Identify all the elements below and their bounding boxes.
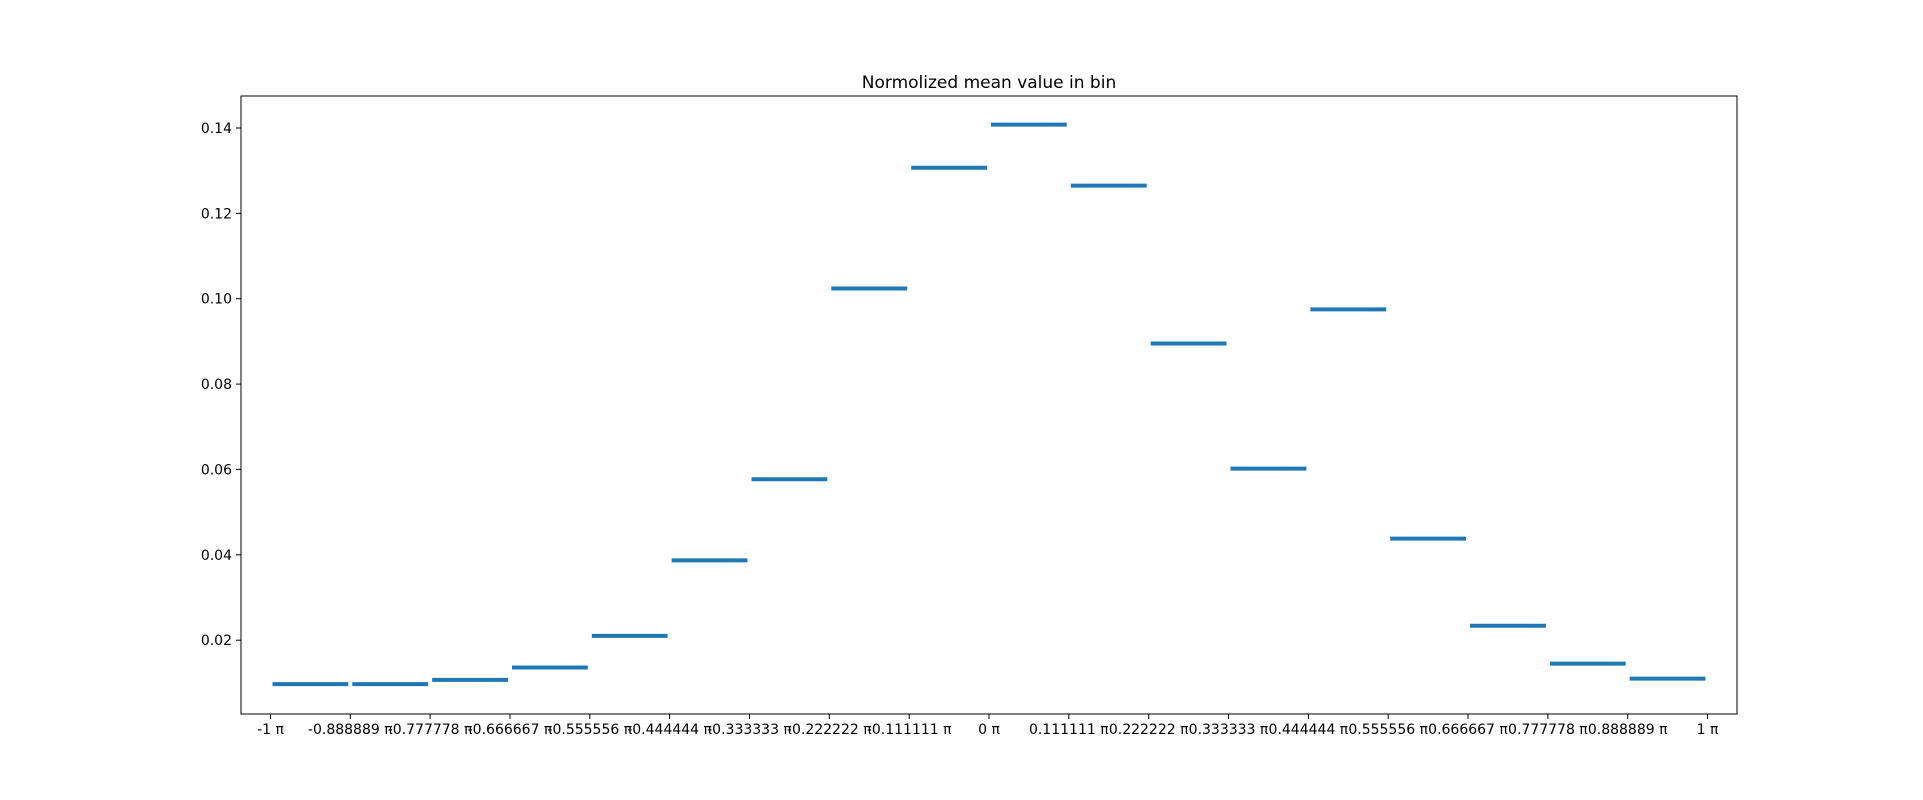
- x-tick-label: 1 π: [1697, 722, 1719, 738]
- x-axis: -1 π -0.888889 π-0.777778 π-0.666667 π-0.…: [257, 714, 1719, 738]
- y-tick-label: 0.04: [201, 548, 232, 564]
- y-tick-label: 0.12: [201, 206, 232, 222]
- x-tick-label: 0 π: [978, 722, 1000, 738]
- y-tick-label: 0.14: [201, 121, 232, 137]
- x-tick-label: -0.222222 π: [787, 722, 872, 738]
- y-tick-label: 0.08: [201, 377, 232, 393]
- x-tick-label: -0.555556 π: [547, 722, 632, 738]
- chart-title: Normolized mean value in bin: [862, 73, 1116, 93]
- x-tick-label: 0.444444 π: [1269, 722, 1349, 738]
- x-tick-label: 0.666667 π: [1428, 722, 1508, 738]
- x-tick-label: -0.333333 π: [707, 722, 792, 738]
- x-tick-label: 0.555556 π: [1348, 722, 1428, 738]
- x-tick-label: -0.111111 π: [867, 722, 952, 738]
- x-tick-label: -0.888889 π: [308, 722, 393, 738]
- y-tick-label: 0.06: [201, 462, 232, 478]
- x-tick-label: 0.222222 π: [1109, 722, 1189, 738]
- x-tick-label: 0.777778 π: [1508, 722, 1588, 738]
- x-tick-label: -0.444444 π: [627, 722, 712, 738]
- x-tick-label: -0.777778 π: [388, 722, 473, 738]
- plot-area: [272, 122, 1706, 687]
- y-tick-label: 0.10: [201, 292, 232, 308]
- y-tick-label: 0.02: [201, 633, 232, 649]
- x-tick-label: -1 π: [257, 722, 284, 738]
- y-axis: 0.02 0.04 0.06 0.08 0.10 0.12 0.14: [201, 121, 241, 649]
- x-tick-label: 0.888889 π: [1588, 722, 1668, 738]
- x-tick-label: 0.333333 π: [1189, 722, 1269, 738]
- x-tick-label: 0.111111 π: [1029, 722, 1109, 738]
- x-tick-label: -0.666667 π: [468, 722, 553, 738]
